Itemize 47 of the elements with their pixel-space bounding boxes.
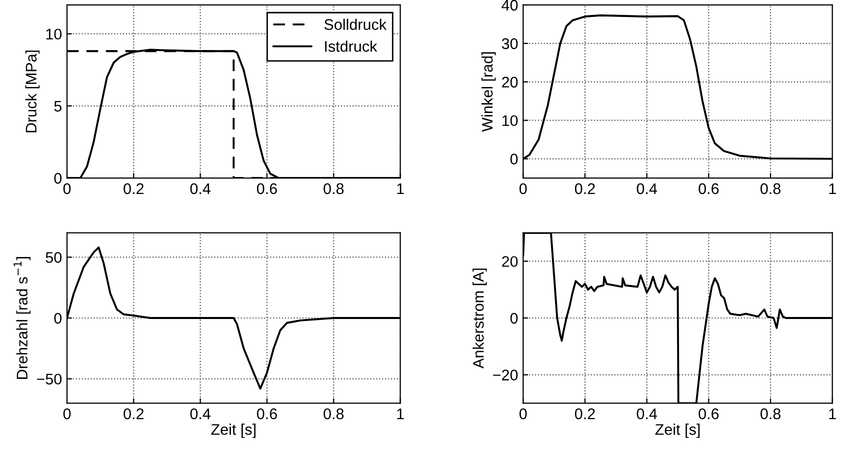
x-tick-label: 0 [63, 408, 71, 420]
x-tick-label: 0.6 [698, 183, 719, 194]
x-tick-label: 1 [829, 183, 836, 194]
y-tick-label: 20 [502, 256, 518, 267]
x-tick-label: 0.4 [190, 408, 210, 420]
x-tick-label: 1 [829, 408, 836, 420]
y-tick-label: 40 [502, 0, 518, 11]
x-axis-title: Zeit [s] [211, 424, 256, 438]
y-axis-title: Drehzahl [rad s$^{−1}$] [14, 257, 31, 379]
x-tick-label: 0 [519, 408, 527, 420]
x-tick-label: 0.6 [256, 183, 277, 194]
y-tick-label: 30 [502, 38, 518, 50]
x-tick-label: 0.8 [324, 183, 344, 194]
y-tick-label: 0 [510, 312, 518, 324]
y-axis-title: Ankerstrom [A] [472, 268, 487, 368]
y-tick-label: 5 [54, 100, 62, 112]
x-axis-title: Zeit [s] [655, 424, 700, 438]
legend-label: Solldruck [324, 18, 387, 30]
x-tick-label: 0 [519, 183, 527, 194]
x-tick-label: 0.4 [190, 183, 210, 194]
x-tick-label: 0.2 [124, 183, 144, 194]
x-tick-label: 1 [397, 183, 404, 194]
y-axis-title: Winkel [rad] [481, 52, 496, 132]
legend-label: Istdruck [325, 40, 378, 52]
y-tick-label: −20 [493, 370, 518, 380]
x-tick-label: 0.2 [574, 408, 595, 420]
x-tick-label: 0.2 [574, 183, 595, 194]
y-tick-label: −50 [36, 374, 62, 385]
y-tick-label: 0 [54, 172, 62, 184]
x-tick-label: 0.6 [256, 408, 277, 420]
x-tick-label: 0.6 [698, 408, 719, 420]
x-tick-label: 0.8 [760, 408, 780, 420]
x-tick-label: 0.4 [636, 183, 657, 194]
x-tick-label: 0.8 [760, 183, 780, 194]
y-tick-label: 0 [510, 154, 518, 164]
y-tick-label: 20 [502, 76, 518, 88]
line-series [523, 232, 832, 404]
x-tick-label: 0.2 [124, 408, 144, 420]
y-tick-label: 0 [54, 312, 62, 324]
x-tick-label: 0.4 [636, 408, 657, 420]
x-tick-label: 0.8 [324, 408, 344, 420]
x-tick-label: 0 [63, 183, 71, 194]
y-tick-label: 10 [502, 115, 518, 126]
x-tick-label: 1 [397, 408, 404, 420]
y-tick-label: 10 [46, 28, 62, 40]
y-axis-title: Druck [MPa] [25, 50, 40, 132]
y-tick-label: 50 [46, 252, 62, 263]
